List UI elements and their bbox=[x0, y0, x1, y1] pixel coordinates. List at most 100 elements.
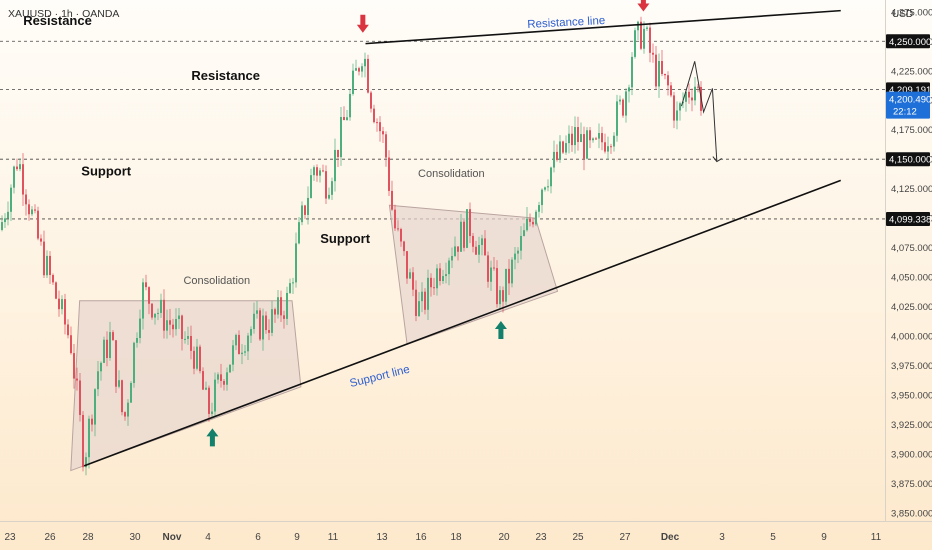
candle-body bbox=[319, 170, 321, 176]
candle-body bbox=[331, 181, 333, 195]
candle-body bbox=[415, 289, 417, 317]
candle-body bbox=[283, 315, 285, 319]
x-axis[interactable]: 23 26 28 30 Nov 4 6 9 11 13 16 18 20 23 25 27 Dec 3 5 9 11 bbox=[4, 532, 881, 543]
candle-body bbox=[208, 387, 210, 414]
candle bbox=[649, 22, 651, 63]
candle bbox=[283, 310, 285, 329]
candle bbox=[49, 251, 51, 284]
candle-body bbox=[577, 127, 579, 143]
candle bbox=[349, 89, 351, 121]
candle bbox=[448, 257, 450, 286]
candle-body bbox=[121, 380, 123, 413]
candle-body bbox=[634, 30, 636, 57]
candle-body bbox=[73, 353, 75, 379]
candle-body bbox=[205, 387, 207, 390]
candle bbox=[535, 209, 537, 227]
candle-body bbox=[421, 291, 423, 302]
candle bbox=[334, 138, 336, 192]
y-tick-label: 4,050.000 bbox=[891, 273, 932, 284]
candle-body bbox=[304, 205, 306, 215]
candle-body bbox=[475, 246, 477, 255]
x-tick-label: 3 bbox=[719, 532, 725, 543]
candle bbox=[520, 226, 522, 260]
candle bbox=[550, 166, 552, 194]
candle bbox=[202, 367, 204, 390]
candle bbox=[406, 251, 408, 284]
candle-body bbox=[106, 339, 108, 358]
candle-body bbox=[505, 268, 507, 302]
candle bbox=[577, 116, 579, 151]
candle bbox=[391, 180, 393, 211]
candle bbox=[157, 308, 159, 321]
candle bbox=[238, 330, 240, 355]
candle-body bbox=[16, 166, 18, 170]
candle-body bbox=[37, 210, 39, 239]
candle-body bbox=[127, 402, 129, 417]
candle-body bbox=[547, 186, 549, 188]
candle bbox=[232, 339, 234, 372]
candle-body bbox=[508, 268, 510, 284]
candle bbox=[466, 208, 468, 249]
candle bbox=[568, 125, 570, 154]
candle-body bbox=[154, 313, 156, 318]
candle bbox=[574, 116, 576, 154]
candle bbox=[481, 234, 483, 256]
candle-body bbox=[511, 259, 513, 284]
candle bbox=[190, 325, 192, 360]
candle bbox=[385, 131, 387, 167]
candle-body bbox=[460, 221, 462, 252]
x-tick-label: Dec bbox=[661, 532, 680, 543]
candle bbox=[427, 269, 429, 321]
candle-body bbox=[232, 345, 234, 365]
candle-body bbox=[601, 133, 603, 143]
y-tick-label: 4,075.000 bbox=[891, 243, 932, 254]
candle-body bbox=[211, 411, 213, 414]
candle bbox=[91, 414, 93, 432]
candle-body bbox=[250, 329, 252, 336]
candle bbox=[625, 88, 627, 123]
candle-body bbox=[598, 133, 600, 139]
candle bbox=[514, 247, 516, 270]
candle bbox=[178, 308, 180, 329]
candle-body bbox=[76, 378, 78, 381]
candle bbox=[457, 246, 459, 261]
x-tick-label: 5 bbox=[770, 532, 776, 543]
candle bbox=[460, 214, 462, 252]
x-tick-label: 16 bbox=[415, 532, 427, 543]
candle-body bbox=[43, 241, 45, 276]
level-badge bbox=[886, 34, 930, 49]
candle-body bbox=[115, 340, 117, 387]
candle bbox=[208, 385, 210, 422]
candle-body bbox=[139, 318, 141, 339]
candle-body bbox=[238, 334, 240, 355]
candle bbox=[673, 91, 675, 129]
candle-body bbox=[652, 52, 654, 55]
candle bbox=[244, 345, 246, 356]
candle-body bbox=[85, 457, 87, 468]
candle bbox=[58, 290, 60, 317]
candle bbox=[472, 232, 474, 253]
candle-body bbox=[163, 299, 165, 331]
candle bbox=[664, 73, 666, 80]
candle bbox=[508, 259, 510, 295]
candle bbox=[544, 186, 546, 192]
candle-body bbox=[472, 235, 474, 247]
candle-body bbox=[655, 54, 657, 87]
candle-body bbox=[223, 380, 225, 385]
candle-body bbox=[466, 209, 468, 248]
candle bbox=[289, 278, 291, 294]
annotation-label: Consolidation bbox=[418, 168, 485, 180]
candle-body bbox=[433, 287, 435, 289]
candle-body bbox=[622, 99, 624, 116]
candle bbox=[655, 45, 657, 90]
candle bbox=[541, 188, 543, 214]
candle bbox=[253, 302, 255, 334]
current-price-badge bbox=[886, 91, 930, 119]
candle-body bbox=[358, 68, 360, 72]
candle bbox=[55, 281, 57, 300]
candle-body bbox=[364, 58, 366, 67]
candle bbox=[445, 262, 447, 284]
candle bbox=[298, 216, 300, 245]
candle-body bbox=[244, 351, 246, 353]
